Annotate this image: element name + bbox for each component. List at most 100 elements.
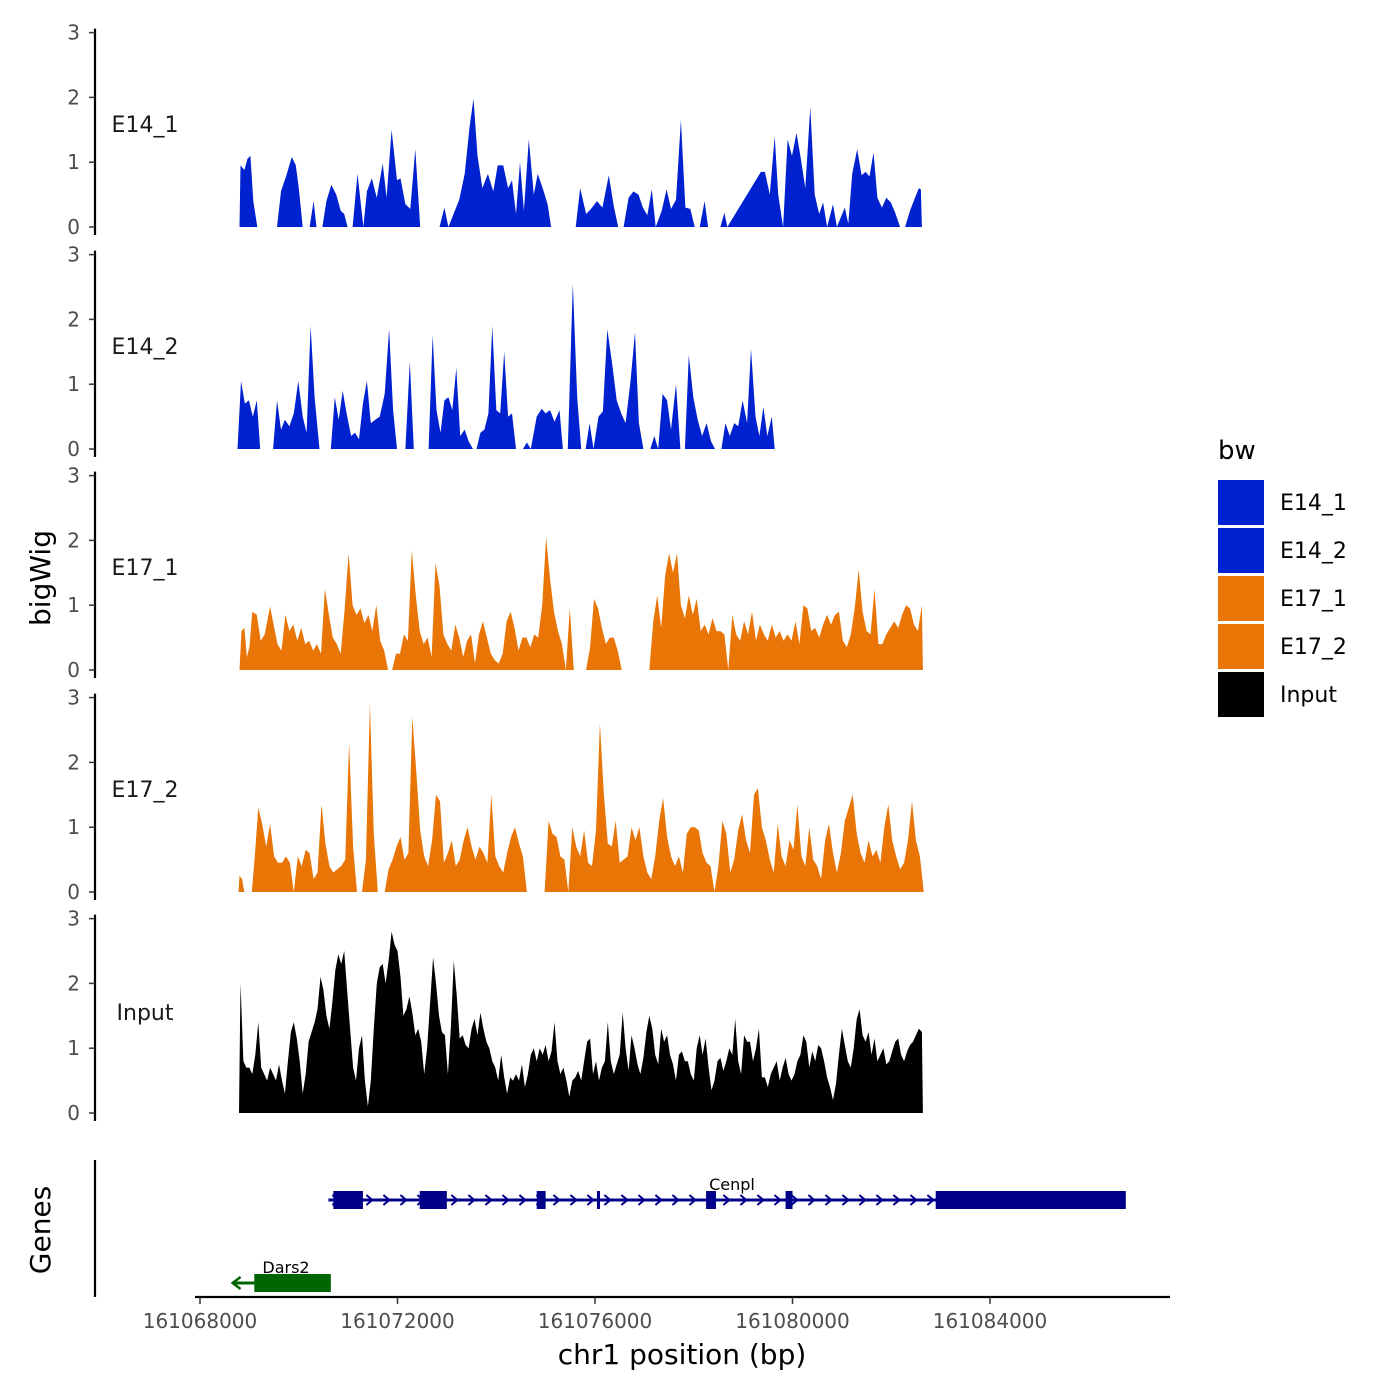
- exon: [254, 1274, 331, 1292]
- strand-arrow: [399, 1194, 408, 1206]
- gene-Cenpl: Cenpl: [328, 1175, 1126, 1209]
- exon: [419, 1191, 447, 1209]
- x-tick-label: 161076000: [538, 1309, 653, 1333]
- strand-arrow: [620, 1194, 629, 1206]
- legend-item-E14_2: E14_2: [1218, 528, 1347, 573]
- legend-swatch: [1218, 672, 1264, 717]
- strand-arrow: [637, 1194, 646, 1206]
- x-tick-label: 161084000: [933, 1309, 1048, 1333]
- legend-item-E17_1: E17_1: [1218, 576, 1347, 621]
- gene-label-Cenpl: Cenpl: [709, 1175, 755, 1194]
- strand-arrow: [586, 1194, 595, 1206]
- strand-arrow: [807, 1194, 816, 1206]
- y-tick-label: 1: [67, 372, 80, 396]
- genes-panel: Cenpl Dars2: [93, 1160, 1126, 1297]
- legend-label: Input: [1280, 683, 1337, 708]
- strand-arrow: [382, 1194, 391, 1206]
- y-tick-label: 1: [67, 150, 80, 174]
- y-axis-title: bigWig: [24, 530, 57, 626]
- strand-arrow: [518, 1194, 527, 1206]
- y-tick-label: 1: [67, 593, 80, 617]
- y-tick-label: 2: [67, 750, 80, 774]
- y-tick-label: 3: [67, 243, 80, 267]
- gene-Dars2: Dars2: [230, 1258, 331, 1292]
- exon: [785, 1191, 793, 1209]
- track-label-E14_2: E14_2: [112, 335, 179, 360]
- strand-arrow: [790, 1194, 799, 1206]
- track-label-E17_1: E17_1: [112, 556, 179, 581]
- y-tick-label: 3: [67, 686, 80, 710]
- strand-arrow: [671, 1194, 680, 1206]
- strand-arrow: [603, 1194, 612, 1206]
- exon: [706, 1191, 716, 1209]
- legend-label: E17_2: [1280, 635, 1347, 660]
- y-tick-label: 0: [67, 215, 80, 239]
- y-tick-label: 2: [67, 307, 80, 331]
- strand-arrow: [501, 1194, 510, 1206]
- legend-swatch: [1218, 624, 1264, 669]
- track-label-E14_1: E14_1: [112, 113, 179, 138]
- strand-arrow: [230, 1276, 242, 1290]
- area-E17_2: [238, 704, 924, 892]
- y-tick-label: 0: [67, 880, 80, 904]
- y-tick-label: 3: [67, 464, 80, 488]
- legend-swatch: [1218, 528, 1264, 573]
- strand-arrow: [858, 1194, 867, 1206]
- area-E14_2: [237, 283, 924, 449]
- track-label-Input: Input: [117, 1001, 174, 1026]
- strand-arrow: [450, 1194, 459, 1206]
- track-E17_2: 0 1 2 3 E17_2: [67, 686, 924, 904]
- legend-swatch: [1218, 480, 1264, 525]
- y-tick-label: 3: [67, 21, 80, 45]
- gene-label-Dars2: Dars2: [262, 1258, 309, 1277]
- strand-arrow: [824, 1194, 833, 1206]
- strand-arrow: [722, 1194, 731, 1206]
- x-tick-label: 161068000: [143, 1309, 258, 1333]
- strand-arrow: [688, 1194, 697, 1206]
- area-E17_1: [239, 537, 923, 670]
- x-tick-label: 161072000: [340, 1309, 455, 1333]
- exon: [333, 1191, 363, 1209]
- x-tick-label: 161080000: [735, 1309, 850, 1333]
- legend: bw E14_1 E14_2 E17_1 E17_2 Input: [1218, 436, 1347, 717]
- legend-label: E17_1: [1280, 587, 1347, 612]
- exon: [536, 1191, 546, 1209]
- exon: [596, 1191, 600, 1209]
- strand-arrow: [365, 1194, 374, 1206]
- strand-arrow: [892, 1194, 901, 1206]
- y-tick-label: 1: [67, 815, 80, 839]
- strand-arrow: [756, 1194, 765, 1206]
- y-tick-label: 0: [67, 658, 80, 682]
- strand-arrow: [926, 1194, 935, 1206]
- y-tick-label: 1: [67, 1036, 80, 1060]
- y-tick-label: 0: [67, 1101, 80, 1125]
- legend-item-E14_1: E14_1: [1218, 480, 1347, 525]
- strand-arrow: [739, 1194, 748, 1206]
- x-axis-title: chr1 position (bp): [558, 1338, 807, 1371]
- exon: [935, 1191, 1126, 1209]
- track-E14_1: 0 1 2 3 E14_1: [67, 21, 922, 239]
- area-E14_1: [239, 98, 922, 227]
- strand-arrow: [841, 1194, 850, 1206]
- strand-arrow: [909, 1194, 918, 1206]
- y-tick-label: 0: [67, 437, 80, 461]
- legend-title: bw: [1218, 436, 1256, 466]
- legend-item-Input: Input: [1218, 672, 1337, 717]
- legend-label: E14_2: [1280, 539, 1347, 564]
- legend-swatch: [1218, 576, 1264, 621]
- track-E17_1: 0 1 2 3 E17_1: [67, 464, 923, 682]
- x-axis: 161068000 161072000 161076000 161080000 1610…: [143, 1295, 1170, 1333]
- area-Input: [239, 931, 923, 1113]
- strand-arrow: [773, 1194, 782, 1206]
- legend-label: E14_1: [1280, 491, 1347, 516]
- strand-arrow: [654, 1194, 663, 1206]
- signal-tracks: 0 1 2 3 E14_1 0 1 2 3 E14_2 0 1 2 3 E17_1 0 1 2 3 E17_2 0 1 2 3…: [67, 21, 924, 1125]
- strand-arrow: [569, 1194, 578, 1206]
- strand-arrow: [467, 1194, 476, 1206]
- track-label-E17_2: E17_2: [112, 778, 179, 803]
- track-E14_2: 0 1 2 3 E14_2: [67, 243, 924, 461]
- y-tick-label: 2: [67, 85, 80, 109]
- y-tick-label: 2: [67, 528, 80, 552]
- track-Input: 0 1 2 3 Input: [67, 907, 923, 1125]
